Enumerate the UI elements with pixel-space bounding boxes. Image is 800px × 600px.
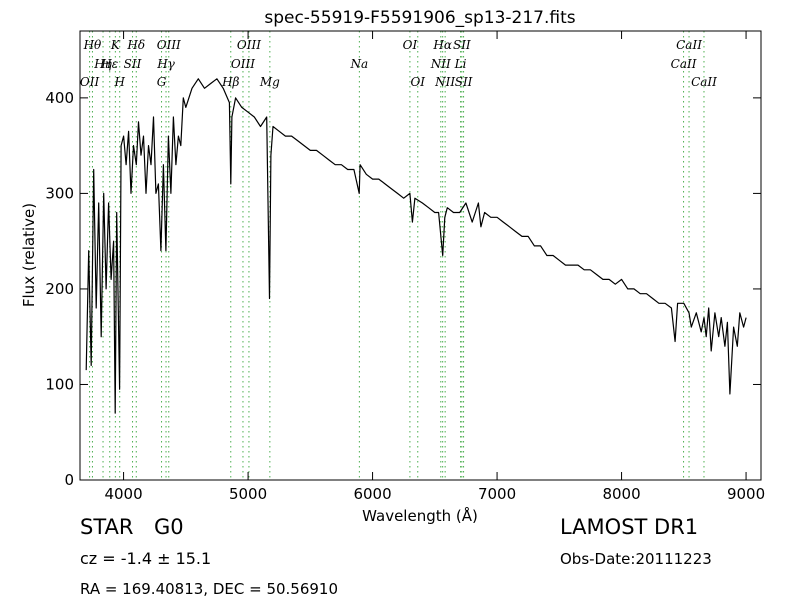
y-tick-label: 0 <box>64 471 74 489</box>
x-tick-label: 4000 <box>104 485 142 503</box>
observation-date: Obs-Date:20111223 <box>560 550 712 568</box>
survey-name: LAMOST DR1 <box>560 515 699 539</box>
line-label: NII <box>434 75 455 89</box>
line-label: CaII <box>691 75 717 89</box>
line-label: OII <box>80 75 100 89</box>
line-label: Hγ <box>156 57 175 71</box>
y-tick-label: 400 <box>45 89 74 107</box>
line-label: Mg <box>259 75 280 89</box>
line-label: OI <box>403 38 418 52</box>
line-label: OIII <box>237 38 261 52</box>
x-tick-label: 9000 <box>727 485 765 503</box>
y-tick-label: 200 <box>45 280 74 298</box>
line-label: Hε <box>100 57 118 71</box>
x-axis-ticks: 4000 5000 6000 7000 8000 9000 <box>104 31 765 503</box>
line-label: Hβ <box>221 75 239 89</box>
line-label: Hα <box>432 38 452 52</box>
line-label: SII <box>124 57 142 71</box>
object-class: STAR <box>80 515 134 539</box>
line-label: G <box>157 75 167 89</box>
object-subclass: G0 <box>154 515 184 539</box>
line-label: Na <box>350 57 369 71</box>
line-label: CaII <box>676 38 702 52</box>
y-axis-label: Flux (relative) <box>20 203 38 307</box>
line-label: NII <box>430 57 451 71</box>
line-label: OIII <box>157 38 181 52</box>
line-label: OIII <box>231 57 255 71</box>
line-label: Li <box>454 57 467 71</box>
x-tick-label: 8000 <box>602 485 640 503</box>
line-label: SII <box>453 38 471 52</box>
chart-title: spec-55919-F5591906_sp13-217.fits <box>264 8 575 28</box>
x-axis-label: Wavelength (Å) <box>362 506 478 525</box>
spectral-line-markers <box>89 31 705 480</box>
line-label: K <box>110 38 121 52</box>
line-label: CaII <box>671 57 697 71</box>
spectrum-line <box>85 78 747 414</box>
redshift-cz: cz = -1.4 ± 15.1 <box>80 549 212 568</box>
x-tick-label: 5000 <box>229 485 267 503</box>
plot-frame <box>79 30 762 481</box>
line-label: Hδ <box>126 38 145 52</box>
x-tick-label: 6000 <box>353 485 391 503</box>
y-tick-label: 300 <box>45 184 74 202</box>
y-tick-label: 100 <box>45 375 74 393</box>
line-label: OI <box>410 75 425 89</box>
line-label: Hη <box>93 57 112 71</box>
line-label: Hθ <box>83 38 102 52</box>
line-label: SII <box>455 75 473 89</box>
coordinates: RA = 169.40813, DEC = 50.56910 <box>80 580 339 598</box>
x-tick-label: 7000 <box>478 485 516 503</box>
y-axis-ticks: 0 100 200 300 400 <box>45 89 761 489</box>
line-label: H <box>113 75 125 89</box>
